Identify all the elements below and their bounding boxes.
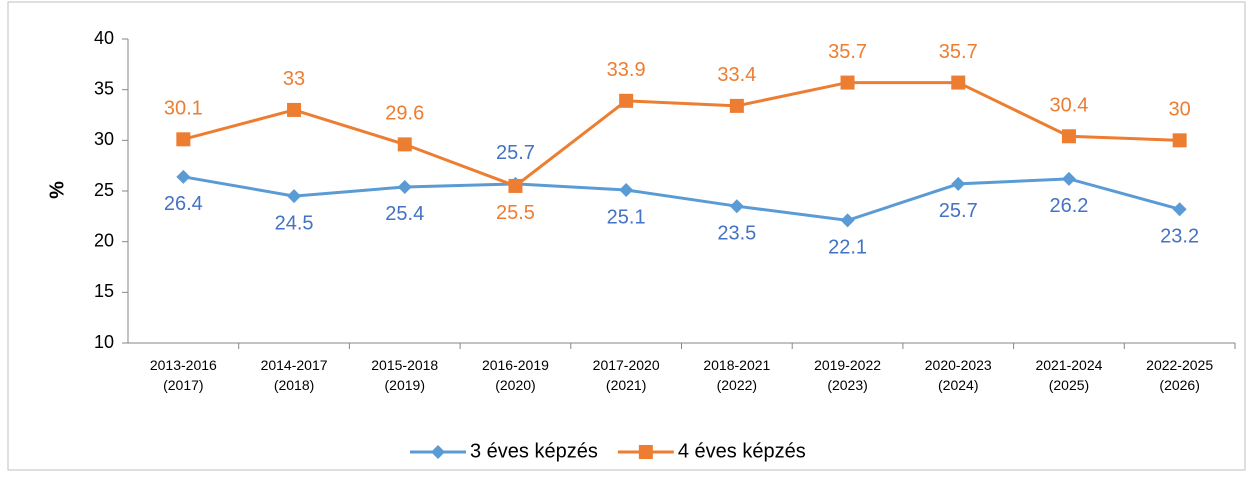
data-label: 33.9 bbox=[607, 59, 646, 81]
marker bbox=[619, 182, 634, 197]
data-label: 22.1 bbox=[828, 237, 867, 259]
marker bbox=[1061, 171, 1076, 186]
x-tick-label: 2022-2025 (2026) bbox=[1146, 357, 1214, 393]
marker bbox=[729, 98, 744, 113]
marker bbox=[951, 75, 966, 90]
x-tick-label: 2018-2021 (2022) bbox=[703, 357, 771, 393]
marker bbox=[287, 102, 302, 117]
y-tick-label: 20 bbox=[94, 230, 114, 250]
marker bbox=[840, 75, 855, 90]
x-tick-label: 2021-2024 (2025) bbox=[1035, 357, 1103, 393]
marker bbox=[638, 445, 653, 459]
marker bbox=[397, 137, 412, 152]
marker bbox=[619, 93, 634, 108]
marker bbox=[508, 178, 523, 193]
data-label: 23.2 bbox=[1160, 226, 1199, 248]
x-tick-label: 2013-2016 (2017) bbox=[149, 357, 217, 393]
x-tick-label: 2016-2019 (2020) bbox=[481, 357, 549, 393]
x-tick-label: 2015-2018 (2019) bbox=[371, 357, 439, 393]
marker bbox=[840, 213, 855, 228]
x-tick-label: 2020-2023 (2024) bbox=[924, 357, 992, 393]
marker bbox=[397, 179, 412, 194]
data-label: 35.7 bbox=[939, 41, 978, 63]
x-tick-label: 2019-2022 (2023) bbox=[814, 357, 882, 393]
y-tick-label: 15 bbox=[94, 281, 114, 301]
data-label: 29.6 bbox=[385, 103, 424, 125]
marker bbox=[287, 189, 302, 204]
data-label: 25.4 bbox=[385, 203, 424, 225]
marker bbox=[176, 169, 191, 184]
data-label: 25.1 bbox=[607, 206, 646, 228]
y-tick-label: 40 bbox=[94, 28, 114, 48]
data-label: 30.1 bbox=[164, 98, 203, 120]
marker bbox=[1172, 202, 1187, 217]
data-label: 26.2 bbox=[1049, 195, 1088, 217]
data-label: 23.5 bbox=[717, 222, 756, 244]
data-label: 35.7 bbox=[828, 41, 867, 63]
x-tick-label: 2014-2017 (2018) bbox=[260, 357, 328, 393]
data-label: 30.4 bbox=[1049, 95, 1088, 117]
x-tick-label: 2017-2020 (2021) bbox=[592, 357, 660, 393]
data-label: 33.4 bbox=[717, 64, 756, 86]
marker bbox=[951, 176, 966, 191]
data-label: 25.7 bbox=[496, 142, 535, 164]
data-label: 30 bbox=[1169, 99, 1191, 121]
series-line bbox=[182, 81, 1180, 188]
data-label: 24.5 bbox=[275, 212, 314, 234]
y-tick-label: 10 bbox=[94, 332, 114, 352]
y-tick-label: 30 bbox=[94, 129, 114, 149]
marker bbox=[431, 445, 445, 459]
chart-frame bbox=[7, 1, 1246, 471]
marker bbox=[1172, 133, 1187, 148]
marker bbox=[1061, 129, 1076, 144]
y-tick-label: 25 bbox=[94, 180, 114, 200]
data-label: 26.4 bbox=[164, 193, 203, 215]
series-line bbox=[183, 175, 1181, 222]
legend-label: 3 éves képzés bbox=[470, 440, 598, 462]
data-label: 25.7 bbox=[939, 200, 978, 222]
marker bbox=[176, 132, 191, 147]
legend-label: 4 éves képzés bbox=[678, 440, 806, 462]
marker bbox=[729, 199, 744, 214]
data-label: 25.5 bbox=[496, 202, 535, 224]
data-label: 33 bbox=[283, 68, 305, 90]
y-axis-label: % bbox=[46, 181, 68, 199]
y-tick-label: 35 bbox=[94, 78, 114, 98]
